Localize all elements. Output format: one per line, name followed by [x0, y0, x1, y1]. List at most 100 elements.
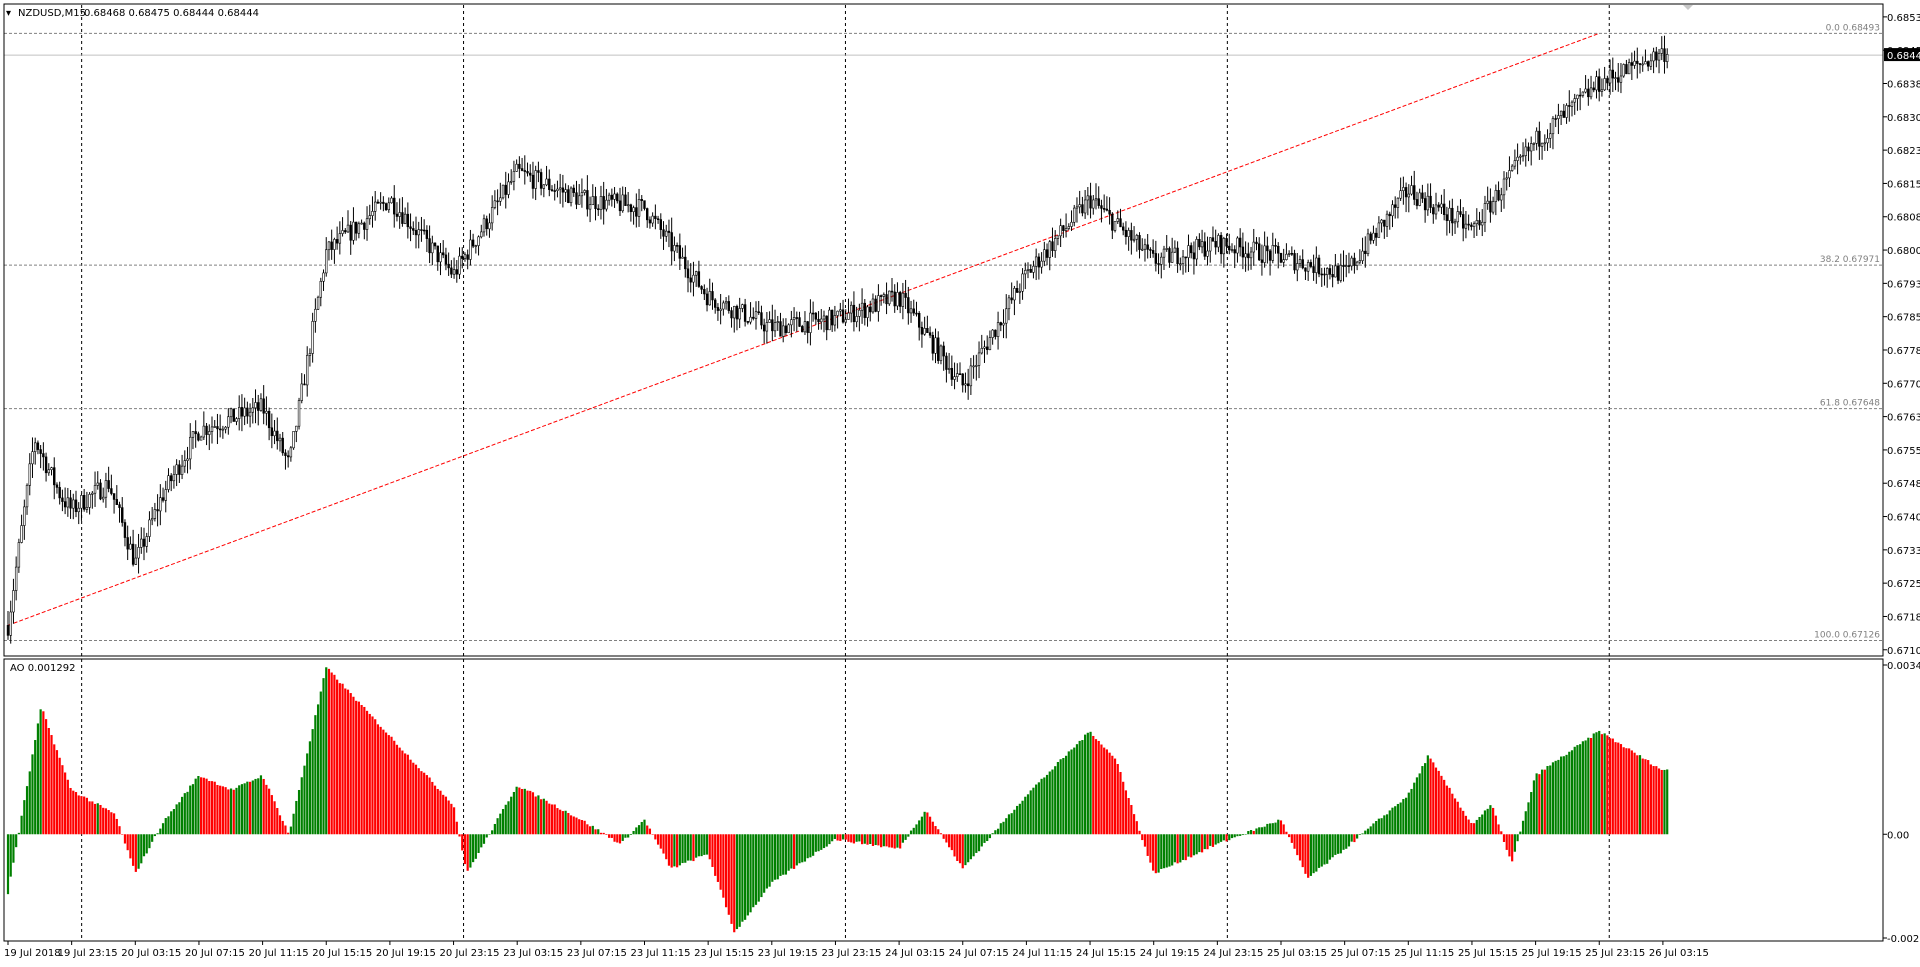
ao-bar — [1630, 750, 1633, 835]
candle-body — [953, 376, 956, 380]
ao-bar — [599, 832, 603, 835]
ao-bar — [1285, 831, 1288, 835]
candle-body — [515, 163, 518, 172]
ao-bar — [232, 789, 235, 835]
candle-body — [167, 475, 170, 490]
ao-bar — [504, 804, 507, 835]
ao-bar — [1024, 796, 1027, 835]
ao-bar — [1481, 814, 1484, 835]
scroll-marker-icon[interactable] — [1683, 5, 1693, 10]
candle-body — [61, 497, 64, 502]
candle-body — [1154, 253, 1158, 264]
candle-body — [96, 482, 99, 486]
candle-body — [760, 312, 763, 326]
ao-bar — [686, 834, 690, 861]
time-axis-label: 23 Jul 15:15 — [694, 948, 754, 959]
ao-bar — [1388, 810, 1391, 835]
candle-body — [1636, 60, 1639, 64]
ao-bar — [447, 800, 450, 835]
candle-body — [1459, 211, 1462, 215]
ao-bar — [325, 667, 328, 835]
candle-body — [1657, 53, 1661, 61]
ao-bar — [1214, 834, 1217, 845]
ao-bar — [1230, 834, 1234, 839]
ao-bar — [1271, 823, 1274, 835]
ao-bar — [357, 701, 360, 835]
candle-body — [346, 224, 350, 233]
candle-body — [227, 416, 230, 428]
ao-bar — [1222, 834, 1225, 841]
candle-body — [1600, 89, 1604, 92]
ao-bar — [96, 803, 99, 835]
candle-body — [746, 321, 750, 323]
ao-bar — [1432, 762, 1435, 835]
candle-body — [820, 318, 823, 323]
candle-body — [278, 437, 282, 442]
candle-body — [412, 228, 415, 231]
candle-body — [599, 196, 603, 210]
candle-body — [556, 188, 559, 191]
candle-body — [1203, 241, 1207, 257]
candle-body — [1225, 238, 1228, 247]
candle-body — [586, 190, 589, 210]
ao-bar — [605, 834, 608, 835]
ao-bar — [852, 834, 856, 844]
ao-bar — [1505, 834, 1508, 850]
ao-bar — [1059, 759, 1062, 835]
candle-body — [1508, 170, 1511, 179]
candle-body — [1546, 137, 1549, 144]
candle-body — [387, 202, 390, 211]
candle-body — [1328, 268, 1332, 275]
candle-body — [401, 212, 404, 224]
ao-bar — [977, 834, 981, 852]
ohlc-label: 0.68468 0.68475 0.68444 0.68444 — [84, 8, 259, 19]
candle-body — [654, 215, 657, 220]
candle-body — [414, 230, 418, 236]
ao-bar — [191, 784, 195, 835]
ao-bar — [627, 834, 630, 838]
trendline[interactable] — [7, 32, 1600, 626]
candle-body — [1565, 105, 1568, 118]
collapse-icon[interactable]: ▾ — [6, 8, 11, 19]
candle-body — [284, 452, 287, 456]
candle-body — [1168, 248, 1171, 263]
candle-body — [373, 201, 377, 212]
ao-bar — [869, 834, 872, 844]
ao-bar — [515, 786, 518, 835]
ao-bar — [820, 834, 823, 850]
ao-bar — [559, 809, 562, 835]
ao-bar — [994, 830, 997, 835]
candle-body — [825, 315, 828, 331]
candle-body — [243, 407, 246, 417]
ao-bar — [1228, 834, 1231, 841]
candle-body — [534, 170, 537, 189]
candle-body — [1064, 228, 1068, 231]
candle-body — [148, 519, 151, 537]
candle-body — [194, 431, 197, 435]
candle-body — [311, 321, 314, 354]
ao-bar — [1334, 834, 1337, 855]
candle-body — [189, 436, 192, 460]
candle-body — [1149, 249, 1152, 251]
ao-bar — [1579, 744, 1582, 835]
candle-body — [836, 310, 839, 316]
ao-bar — [360, 705, 363, 835]
ao-bar — [382, 729, 385, 835]
ao-bar — [1192, 834, 1196, 856]
ao-bar — [1603, 733, 1606, 835]
candle-body — [485, 218, 488, 230]
ao-bar — [831, 834, 834, 842]
ao-bar — [406, 754, 409, 835]
ao-bar — [1056, 762, 1060, 835]
candle-body — [575, 192, 578, 205]
ao-bar — [25, 786, 29, 835]
candle-body — [765, 322, 769, 332]
candle-body — [1361, 250, 1364, 261]
ao-bar — [1309, 834, 1312, 876]
candle-body — [433, 242, 437, 247]
price-axis-label: 0.68305 — [1887, 113, 1920, 124]
ao-bar — [1181, 834, 1185, 860]
candle-body — [964, 383, 967, 386]
candle-body — [1432, 207, 1435, 215]
candle-body — [1470, 224, 1473, 227]
